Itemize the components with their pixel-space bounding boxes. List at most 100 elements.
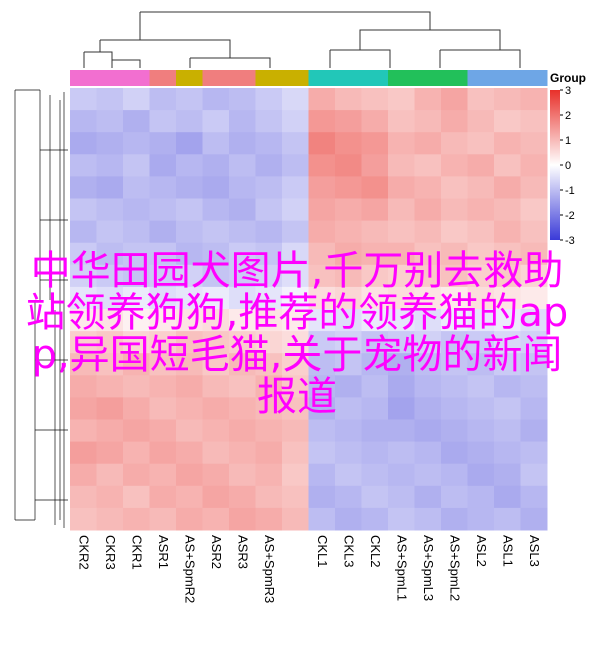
heatmap-cell — [96, 264, 124, 288]
heatmap-cell — [520, 463, 548, 487]
heatmap-cell — [308, 309, 336, 332]
colorbar — [550, 90, 560, 240]
heatmap-cell — [229, 441, 256, 465]
heatmap-cell — [282, 463, 309, 487]
heatmap-cell — [202, 132, 230, 155]
heatmap-cell — [70, 353, 97, 376]
x-tick-label: ASR1 — [156, 535, 171, 569]
heatmap-cell — [123, 397, 150, 420]
x-tick-label: ASR3 — [235, 535, 250, 569]
heatmap-cell — [361, 198, 389, 222]
heatmap-cell — [520, 375, 548, 398]
heatmap-cell — [388, 264, 415, 288]
heatmap-cell — [441, 154, 468, 177]
heatmap-cell — [176, 375, 203, 398]
heatmap-cell — [467, 264, 495, 288]
heatmap-cell — [229, 463, 256, 487]
heatmap-cell — [308, 397, 336, 420]
heatmap-cell — [282, 353, 309, 376]
heatmap-cell — [176, 463, 203, 487]
heatmap-cell — [520, 132, 548, 155]
heatmap-cell — [467, 419, 495, 443]
heatmap-cell — [202, 507, 230, 531]
heatmap-cell — [70, 198, 97, 222]
heatmap-cell — [282, 507, 309, 531]
heatmap-cell — [441, 507, 468, 531]
heatmap-cell — [414, 309, 442, 332]
heatmap-cell — [149, 176, 177, 199]
heatmap-cell — [255, 264, 283, 288]
heatmap-cell — [96, 198, 124, 222]
x-tick-label: ASL2 — [474, 535, 489, 567]
heatmap-cell — [255, 220, 283, 244]
heatmap-cell — [308, 242, 336, 266]
heatmap-cell — [361, 242, 389, 266]
heatmap-cell — [388, 441, 415, 465]
heatmap-cell — [176, 507, 203, 531]
heatmap-cell — [441, 110, 468, 133]
heatmap-cell — [123, 485, 150, 509]
heatmap-cell — [96, 88, 124, 111]
heatmap-cell — [96, 309, 124, 332]
heatmap-cell — [467, 132, 495, 155]
heatmap-cell — [229, 353, 256, 376]
heatmap-cell — [361, 507, 389, 531]
heatmap-cell — [388, 353, 415, 376]
heatmap-cell — [176, 110, 203, 133]
x-tick-label: AS+SpmL1 — [394, 535, 409, 601]
heatmap-cell — [149, 110, 177, 133]
heatmap-cell — [229, 110, 256, 133]
heatmap-cell — [123, 441, 150, 465]
heatmap-cell — [361, 132, 389, 155]
heatmap-cell — [335, 507, 362, 531]
heatmap-cell — [441, 88, 468, 111]
heatmap-cell — [176, 419, 203, 443]
heatmap-cell — [308, 353, 336, 376]
heatmap-cell — [388, 242, 415, 266]
heatmap-cell — [335, 331, 362, 354]
column-dendrogram — [83, 11, 521, 68]
heatmap-cell — [520, 286, 548, 310]
heatmap-cell — [176, 132, 203, 155]
heatmap-cell — [202, 397, 230, 420]
group-bar — [149, 70, 177, 86]
heatmap-cell — [229, 198, 256, 222]
colorbar-tick-label: 1 — [565, 135, 571, 147]
heatmap-cell — [414, 154, 442, 177]
heatmap-cell — [149, 220, 177, 244]
heatmap-cell — [441, 264, 468, 288]
heatmap-cell — [282, 286, 309, 310]
heatmap-cell — [388, 419, 415, 443]
heatmap-cell — [308, 331, 336, 354]
heatmap-cell — [414, 419, 442, 443]
heatmap-cell — [202, 88, 230, 111]
heatmap-cell — [255, 110, 283, 133]
heatmap-cell — [282, 485, 309, 509]
group-bar — [96, 70, 124, 86]
heatmap-cell — [414, 176, 442, 199]
heatmap-cell — [520, 309, 548, 332]
heatmap-cell — [308, 463, 336, 487]
heatmap-cell — [282, 198, 309, 222]
heatmap-cell — [255, 397, 283, 420]
heatmap-cell — [414, 242, 442, 266]
heatmap-cell — [414, 110, 442, 133]
heatmap-cell — [467, 485, 495, 509]
x-tick-label: CKL3 — [341, 535, 356, 568]
heatmap-cell — [149, 331, 177, 354]
heatmap-cell — [70, 110, 97, 133]
heatmap-cell — [176, 176, 203, 199]
group-bar — [255, 70, 283, 86]
heatmap-cell — [441, 353, 468, 376]
heatmap-cell — [414, 198, 442, 222]
group-bar — [494, 70, 521, 86]
row-dendrogram — [14, 89, 68, 528]
overlay-text: 中华田园犬图片,千万别去救助站领养狗狗,推荐的领养猫的app,异国短毛猫,关于宠… — [25, 248, 569, 420]
heatmap-cell — [229, 286, 256, 310]
heatmap-cell — [255, 353, 283, 376]
heatmap-cell — [335, 264, 362, 288]
heatmap-cell — [520, 507, 548, 531]
heatmap-cell — [494, 463, 521, 487]
heatmap-cell — [414, 331, 442, 354]
heatmap-cell — [441, 331, 468, 354]
